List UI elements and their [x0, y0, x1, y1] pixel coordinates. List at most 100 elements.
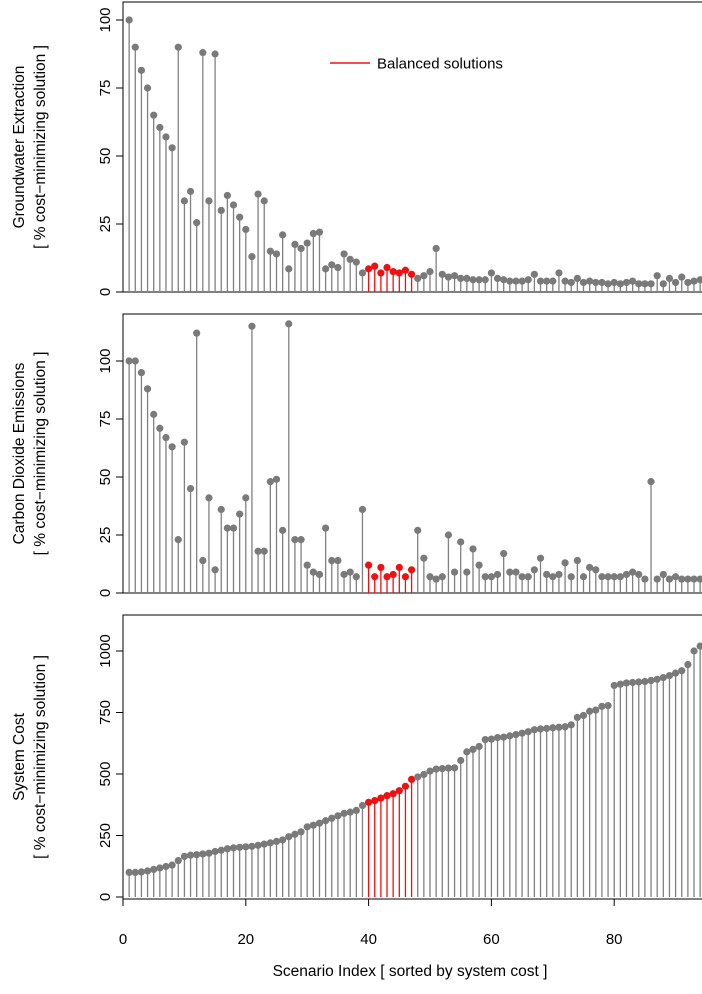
data-point	[193, 219, 201, 227]
data-point	[450, 764, 459, 772]
data-point	[684, 278, 692, 287]
data-point	[653, 575, 661, 583]
data-point	[487, 735, 495, 743]
data-point	[487, 573, 495, 581]
data-point	[193, 329, 201, 337]
data-point	[672, 278, 680, 287]
data-point	[414, 526, 422, 534]
data-point	[444, 764, 453, 772]
data-point	[285, 320, 293, 328]
co2-panel: 0 25 50 75 100 Carbon Dioxide Emissions[ % co…	[11, 313, 702, 597]
data-point	[309, 229, 317, 238]
data-point	[530, 566, 538, 574]
data-point	[168, 861, 176, 869]
data-point	[536, 554, 545, 562]
data-point	[549, 277, 557, 285]
data-point	[690, 575, 698, 583]
data-point	[659, 280, 667, 288]
data-point	[463, 748, 471, 756]
data-point	[352, 573, 360, 581]
data-point	[334, 263, 342, 272]
data-point	[579, 278, 588, 287]
data-point	[579, 573, 588, 581]
y-tick-label: 100	[97, 7, 114, 32]
data-point	[346, 808, 354, 816]
data-point	[524, 728, 532, 736]
data-point	[616, 573, 624, 581]
y-axis-subtitle: [ % cost−minimizing solution ]	[32, 45, 49, 249]
data-point	[211, 50, 219, 58]
data-point	[524, 276, 532, 284]
data-point	[567, 573, 575, 581]
data-point	[573, 556, 581, 565]
data-point	[610, 681, 618, 690]
data-point	[162, 862, 170, 871]
highlight-point	[365, 561, 373, 569]
highlight-point	[365, 798, 373, 806]
x-tick-label: 20	[237, 931, 254, 948]
data-point	[199, 556, 207, 565]
data-point	[174, 856, 182, 865]
y-tick-label: 250	[97, 823, 114, 848]
data-point	[248, 842, 256, 850]
data-point	[481, 735, 489, 744]
y-axis-subtitle: [ % cost−minimizing solution ]	[32, 655, 49, 859]
data-point	[248, 322, 256, 330]
data-point	[604, 573, 612, 581]
data-point	[217, 505, 225, 514]
data-point	[150, 865, 158, 874]
plot-frame	[122, 614, 702, 900]
data-point	[457, 538, 465, 546]
data-point	[647, 676, 655, 685]
x-axis-title: Scenario Index [ sorted by system cost ]	[273, 963, 548, 980]
data-point	[162, 433, 170, 442]
data-point	[561, 559, 569, 567]
data-point	[260, 547, 268, 555]
data-point	[457, 756, 465, 765]
highlight-point	[377, 269, 385, 277]
data-point	[653, 272, 661, 280]
data-point	[229, 524, 238, 532]
data-point	[137, 66, 146, 74]
data-point	[279, 526, 287, 534]
groundwater-panel: 0 25 50 75 100 Groundwater Extraction[ % cost…	[11, 1, 702, 296]
data-point	[641, 280, 649, 288]
data-point	[592, 706, 600, 714]
data-point	[352, 258, 360, 266]
data-point	[536, 277, 545, 285]
data-point	[340, 809, 348, 817]
data-point	[211, 566, 219, 574]
data-point	[512, 277, 520, 285]
data-point	[223, 191, 231, 200]
data-point	[205, 197, 213, 205]
data-point	[303, 561, 311, 569]
data-point	[506, 732, 514, 740]
data-point	[358, 801, 367, 810]
highlight-point	[401, 266, 410, 274]
data-point	[598, 573, 606, 581]
data-point	[168, 144, 176, 152]
data-point	[291, 240, 299, 248]
highlight-point	[389, 268, 397, 276]
data-point	[174, 43, 182, 51]
y-tick-label: 100	[97, 348, 114, 373]
data-point	[352, 806, 360, 815]
y-tick-label: 0	[97, 589, 114, 597]
data-point	[199, 49, 207, 57]
data-point	[586, 563, 594, 572]
data-point	[463, 274, 471, 282]
data-point	[659, 570, 667, 579]
data-point	[481, 276, 489, 284]
data-point	[414, 274, 422, 282]
data-point	[450, 568, 459, 576]
data-point	[143, 385, 152, 393]
data-point	[315, 570, 324, 579]
data-point	[665, 274, 674, 282]
data-point	[493, 274, 502, 282]
data-point	[156, 424, 164, 432]
data-point	[309, 821, 317, 829]
data-point	[647, 280, 655, 288]
data-point	[450, 272, 459, 280]
data-point	[469, 545, 477, 553]
